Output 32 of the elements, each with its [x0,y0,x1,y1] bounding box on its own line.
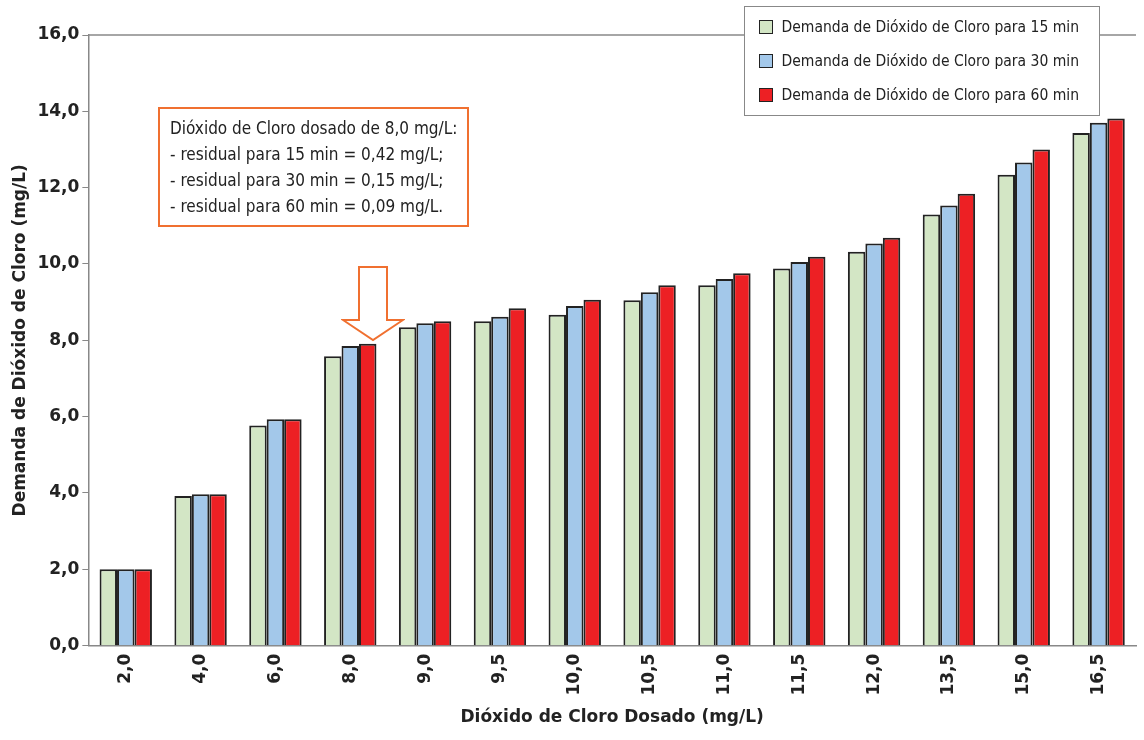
legend-label: Demanda de Dióxido de Cloro para 60 min [781,86,1079,104]
annotation: - residual para 15 min = 0,42 mg/L; [170,143,445,166]
legend-label: Demanda de Dióxido de Cloro para 15 min [781,18,1079,36]
x-tick-label: 4,0 [189,653,210,684]
x-tick-label: 9,0 [413,653,434,684]
y-tick-label: 10,0 [37,252,80,273]
x-tick-label: 11,5 [787,653,808,696]
x-tick-label: 2,0 [114,653,135,684]
x-axis-title: Dióxido de Cloro Dosado (mg/L) [460,706,764,727]
y-tick-label: 12,0 [37,176,80,197]
legend-label: Demanda de Dióxido de Cloro para 30 min [781,52,1079,70]
annotation: Dióxido de Cloro dosado de 8,0 mg/L: [170,117,458,140]
x-tick-label: 9,5 [488,653,509,684]
x-tick-label: 10,5 [638,653,659,696]
y-tick-label: 4,0 [49,481,80,502]
x-tick-label: 11,0 [712,653,733,696]
y-tick-label: 6,0 [49,405,80,426]
y-tick-label: 16,0 [37,23,80,44]
annotation: - residual para 30 min = 0,15 mg/L; [170,169,445,192]
y-axis-title: Demanda de Dióxido de Cloro (mg/L) [8,164,29,517]
y-tick-label: 0,0 [49,634,80,655]
x-tick-label: 6,0 [263,653,284,684]
annotation: - residual para 60 min = 0,09 mg/L. [170,195,445,218]
x-tick-label: 15,0 [1012,653,1033,696]
x-tick-label: 10,0 [563,653,584,696]
x-tick-label: 13,5 [937,653,958,696]
x-tick-label: 12,0 [862,653,883,696]
x-tick-label: 16,5 [1087,653,1108,696]
y-tick-label: 14,0 [37,99,80,120]
x-tick-label: 8,0 [338,653,359,684]
y-tick-label: 8,0 [49,328,80,349]
y-tick-label: 2,0 [49,557,80,578]
